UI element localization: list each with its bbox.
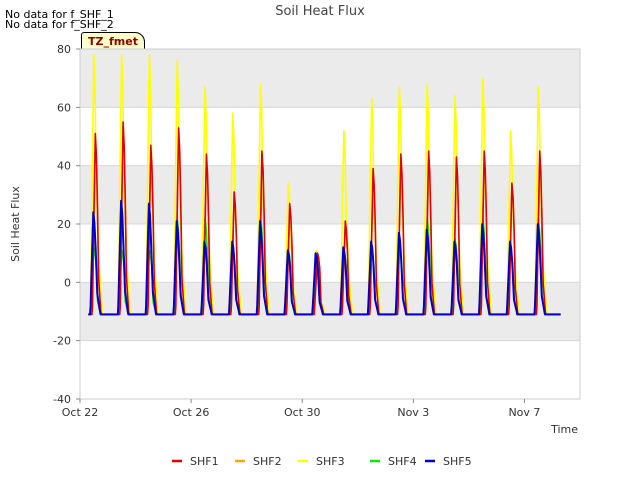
x-axis-label: Time	[550, 423, 578, 436]
legend-label-shf1: SHF1	[190, 455, 219, 468]
no-data-note-2: No data for f_SHF_2	[5, 18, 114, 31]
y-tick-label: -20	[53, 335, 71, 348]
series-line-shf1	[88, 121, 561, 316]
y-axis-label: Soil Heat Flux	[9, 186, 22, 262]
x-tick-label: Nov 7	[508, 406, 540, 419]
x-tick-label: Nov 3	[397, 406, 429, 419]
x-tick-label: Oct 30	[284, 406, 321, 419]
shaded-band-0	[80, 282, 580, 341]
chart-title: Soil Heat Flux	[275, 4, 365, 19]
y-tick-label: 20	[57, 218, 71, 231]
site-label-badge: TZ_fmet	[81, 32, 145, 51]
legend-label-shf3: SHF3	[316, 455, 345, 468]
y-tick-label: 40	[57, 160, 71, 173]
y-tick-label: 60	[57, 101, 71, 114]
y-tick-label: 0	[64, 276, 71, 289]
y-tick-label: 80	[57, 43, 71, 56]
shaded-band-1	[80, 165, 580, 224]
y-tick-label: -40	[53, 393, 71, 406]
x-tick-label: Oct 26	[173, 406, 210, 419]
legend-label-shf4: SHF4	[388, 455, 417, 468]
shaded-band-2	[80, 49, 580, 108]
x-tick-label: Oct 22	[62, 406, 99, 419]
legend-label-shf5: SHF5	[443, 455, 472, 468]
legend-label-shf2: SHF2	[253, 455, 282, 468]
no-data-note-1: No data for f_SHF_1	[5, 8, 114, 21]
series-line-shf5	[88, 199, 561, 316]
